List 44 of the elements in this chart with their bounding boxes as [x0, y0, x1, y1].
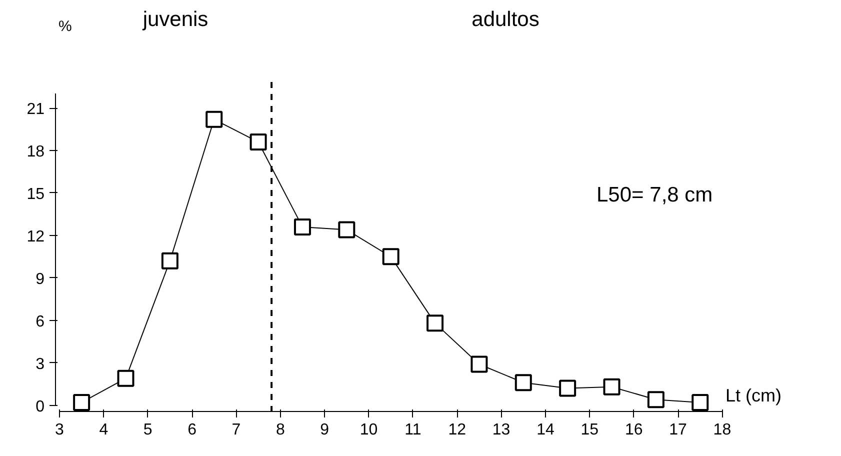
point [514, 374, 532, 392]
x-tick-label: 16 [624, 422, 643, 438]
x-tick-label: 9 [320, 422, 330, 438]
point [426, 314, 444, 332]
point [338, 221, 356, 238]
point [382, 248, 400, 266]
x-tick-label: 4 [99, 422, 108, 438]
point [470, 356, 488, 373]
x-tick-label: 15 [580, 422, 599, 438]
y-tick-label: 18 [26, 144, 45, 161]
x-tick-label: 18 [713, 422, 732, 438]
x-tick-label: 14 [536, 422, 554, 438]
y-tick-label: 9 [36, 270, 45, 288]
point [603, 378, 620, 396]
y-tick-label: 12 [26, 228, 45, 246]
point [559, 380, 576, 397]
x-tick-label: 13 [492, 422, 510, 438]
point [206, 110, 223, 128]
x-tick-label: 10 [360, 422, 378, 438]
point [294, 218, 311, 236]
x-tick-label: 17 [669, 422, 688, 438]
y-tick-label: 3 [36, 356, 45, 373]
x-tick-label: 8 [276, 422, 285, 438]
ref-line-label: L50= 7,8 cm [596, 184, 713, 206]
point [647, 391, 664, 408]
x-tick-label: 3 [55, 422, 64, 438]
point [73, 394, 90, 411]
text: juvenis [142, 8, 208, 31]
y-tick-label: 0 [36, 398, 45, 416]
y-axis-title: % [58, 18, 72, 35]
x-tick-label: 11 [404, 422, 422, 438]
x-tick-label: 5 [143, 422, 152, 438]
x-axis-title: Lt (cm) [726, 386, 782, 406]
y-tick-label: 15 [26, 186, 45, 203]
x-tick-label: 12 [448, 422, 466, 438]
point [692, 394, 709, 411]
point [161, 252, 178, 270]
y-tick-label: 6 [36, 313, 45, 330]
y-tick-label: 21 [26, 101, 45, 118]
point [117, 370, 134, 387]
text: adultos [472, 8, 540, 31]
x-tick-label: 6 [188, 422, 197, 438]
point [250, 134, 267, 151]
x-tick-label: 7 [232, 422, 241, 438]
